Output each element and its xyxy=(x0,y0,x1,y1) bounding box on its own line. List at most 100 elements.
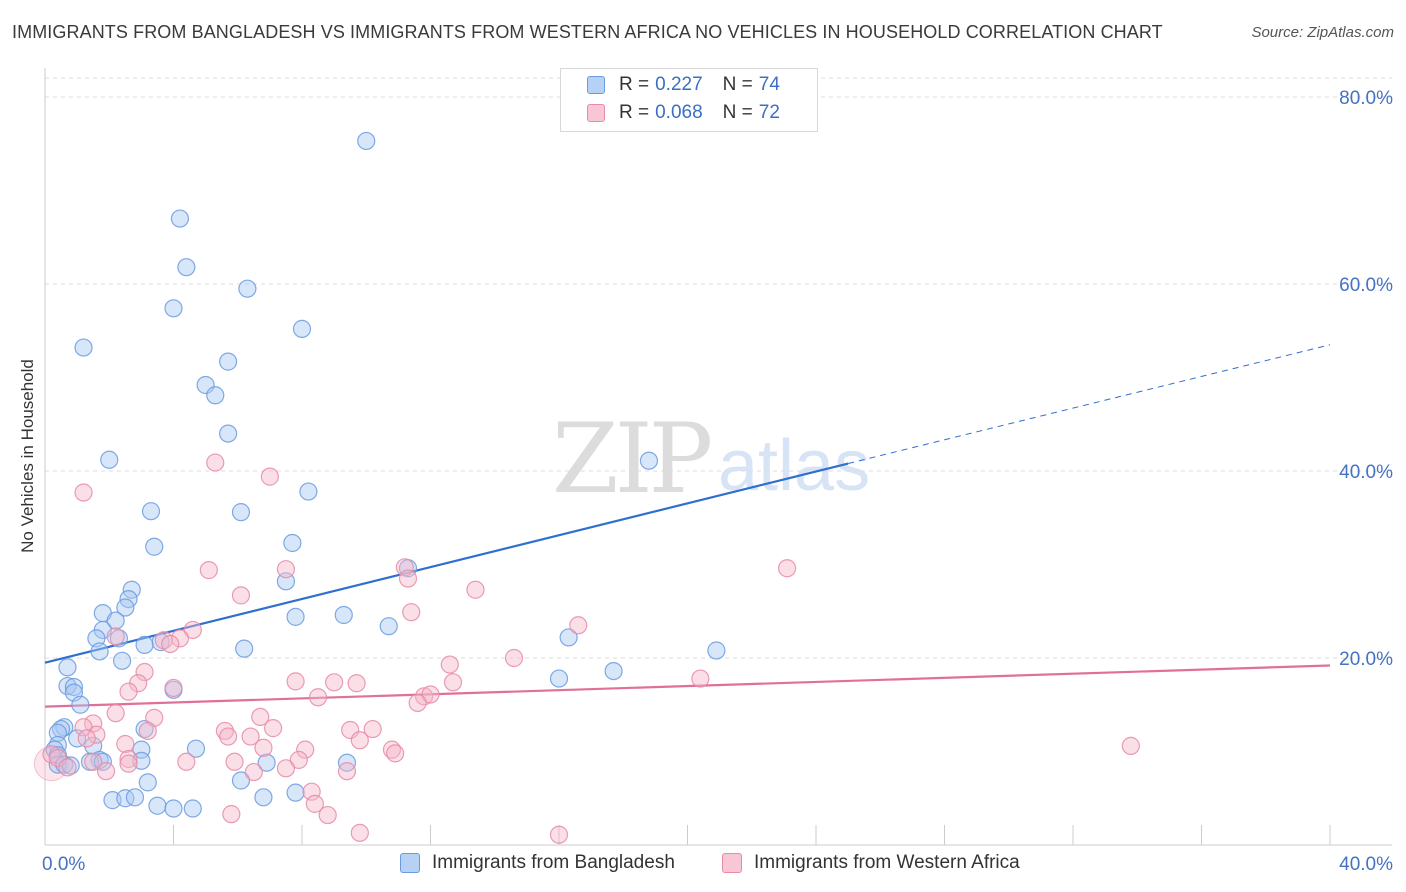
data-point-western-africa xyxy=(116,734,135,754)
y-tick-label: 80.0% xyxy=(1339,88,1393,109)
data-point-western-africa xyxy=(161,634,180,654)
data-point-western-africa xyxy=(244,762,263,782)
data-point-bangladesh xyxy=(604,661,623,681)
grid-lines xyxy=(45,77,1392,659)
data-point-western-africa xyxy=(119,682,138,701)
stats-legend: R = 0.227 N = 74 R = 0.068 N = 72 xyxy=(560,68,818,132)
data-point-western-africa xyxy=(347,674,366,693)
data-point-western-africa xyxy=(58,758,77,777)
data-point-western-africa xyxy=(386,744,405,763)
data-point-western-africa xyxy=(363,719,382,739)
data-point-bangladesh xyxy=(177,258,196,277)
data-point-western-africa xyxy=(1121,736,1140,755)
data-point-bangladesh xyxy=(100,450,119,469)
data-point-bangladesh xyxy=(106,611,125,630)
data-point-bangladesh xyxy=(68,729,87,748)
data-point-bangladesh xyxy=(186,739,206,758)
data-point-western-africa xyxy=(87,725,106,744)
data-point-bangladesh xyxy=(116,598,135,617)
data-point-bangladesh xyxy=(145,537,164,556)
data-point-bangladesh xyxy=(219,352,238,371)
data-point-western-africa xyxy=(276,560,296,579)
data-point-bangladesh xyxy=(138,773,157,792)
data-point-bangladesh xyxy=(219,424,238,443)
data-point-bangladesh xyxy=(238,279,257,298)
data-point-western-africa xyxy=(337,762,357,781)
source-note: Source: ZipAtlas.com xyxy=(1251,24,1394,41)
data-point-bangladesh xyxy=(90,642,109,661)
x-tick-label: 40.0% xyxy=(1339,854,1393,875)
data-point-western-africa xyxy=(119,754,138,773)
data-point-western-africa xyxy=(398,569,418,588)
data-point-western-africa xyxy=(135,662,154,682)
data-point-bangladesh xyxy=(235,639,254,658)
data-point-western-africa xyxy=(164,678,183,698)
data-point-western-africa xyxy=(466,580,485,599)
series-swatch-pink xyxy=(722,853,742,873)
data-point-western-africa xyxy=(289,750,308,770)
data-point-western-africa xyxy=(402,603,421,622)
legend-r-value: 0.068 xyxy=(655,102,703,123)
data-point-bangladesh xyxy=(58,658,77,677)
data-point-bangladesh xyxy=(74,338,93,357)
x-tick-label: 0.0% xyxy=(42,854,85,875)
watermark-zip: ZIP xyxy=(552,403,711,515)
data-point-bangladesh xyxy=(379,617,398,636)
data-point-western-africa xyxy=(119,749,138,769)
data-point-western-africa xyxy=(231,586,251,605)
data-point-western-africa xyxy=(222,805,241,824)
data-point-bangladesh xyxy=(334,605,353,625)
data-point-western-africa xyxy=(170,629,190,648)
data-point-western-africa xyxy=(199,561,218,580)
data-point-western-africa xyxy=(569,616,588,635)
legend-n-label: N = xyxy=(722,102,753,123)
legend-swatch-blue xyxy=(587,76,605,94)
data-point-bangladesh xyxy=(170,209,190,228)
data-point-western-africa xyxy=(308,688,328,707)
series-swatch-blue xyxy=(400,853,420,873)
data-point-western-africa xyxy=(286,672,305,691)
series-legend-western-africa: Immigrants from Western Africa xyxy=(722,852,1020,874)
series-legend-bangladesh: Immigrants from Bangladesh xyxy=(400,852,675,874)
data-point-western-africa xyxy=(260,467,279,486)
trend-line-western-africa xyxy=(44,664,1331,708)
data-point-bangladesh xyxy=(148,796,167,815)
data-point-western-africa xyxy=(177,752,196,771)
data-point-bangladesh xyxy=(141,502,161,521)
data-point-bangladesh xyxy=(292,319,312,338)
data-point-western-africa xyxy=(215,721,234,741)
data-point-bangladesh xyxy=(55,755,74,774)
data-point-western-africa xyxy=(414,687,434,706)
data-point-bangladesh xyxy=(254,788,273,807)
data-point-western-africa xyxy=(183,620,202,640)
data-point-bangladesh xyxy=(257,753,276,772)
watermark: ZIP atlas xyxy=(552,403,870,515)
data-points xyxy=(33,131,1140,844)
data-point-bangladesh xyxy=(559,628,578,647)
data-point-bangladesh xyxy=(231,503,251,522)
data-point-bangladesh xyxy=(135,635,154,655)
series-label-bangladesh: Immigrants from Bangladesh xyxy=(432,852,675,873)
axes xyxy=(44,68,1392,846)
data-point-western-africa xyxy=(106,704,125,723)
y-tick-label: 60.0% xyxy=(1339,275,1393,296)
data-point-western-africa xyxy=(777,559,797,578)
data-point-western-africa xyxy=(251,707,270,727)
legend-r-value: 0.227 xyxy=(655,74,703,95)
data-point-bangladesh xyxy=(206,386,225,405)
data-point-bangladesh xyxy=(299,482,318,501)
data-point-bangladesh xyxy=(357,131,376,151)
legend-n-value: 72 xyxy=(758,102,780,123)
data-point-western-africa xyxy=(325,673,344,692)
data-point-western-africa xyxy=(225,752,244,771)
data-point-bangladesh xyxy=(64,677,84,697)
data-point-bangladesh xyxy=(125,788,145,807)
data-point-bangladesh xyxy=(58,676,77,696)
data-point-western-africa xyxy=(219,727,238,746)
data-point-western-africa xyxy=(106,627,125,646)
legend-n-label: N = xyxy=(722,74,753,95)
data-point-western-africa xyxy=(48,748,67,768)
data-point-bangladesh xyxy=(183,799,202,818)
data-point-western-africa xyxy=(296,740,315,759)
